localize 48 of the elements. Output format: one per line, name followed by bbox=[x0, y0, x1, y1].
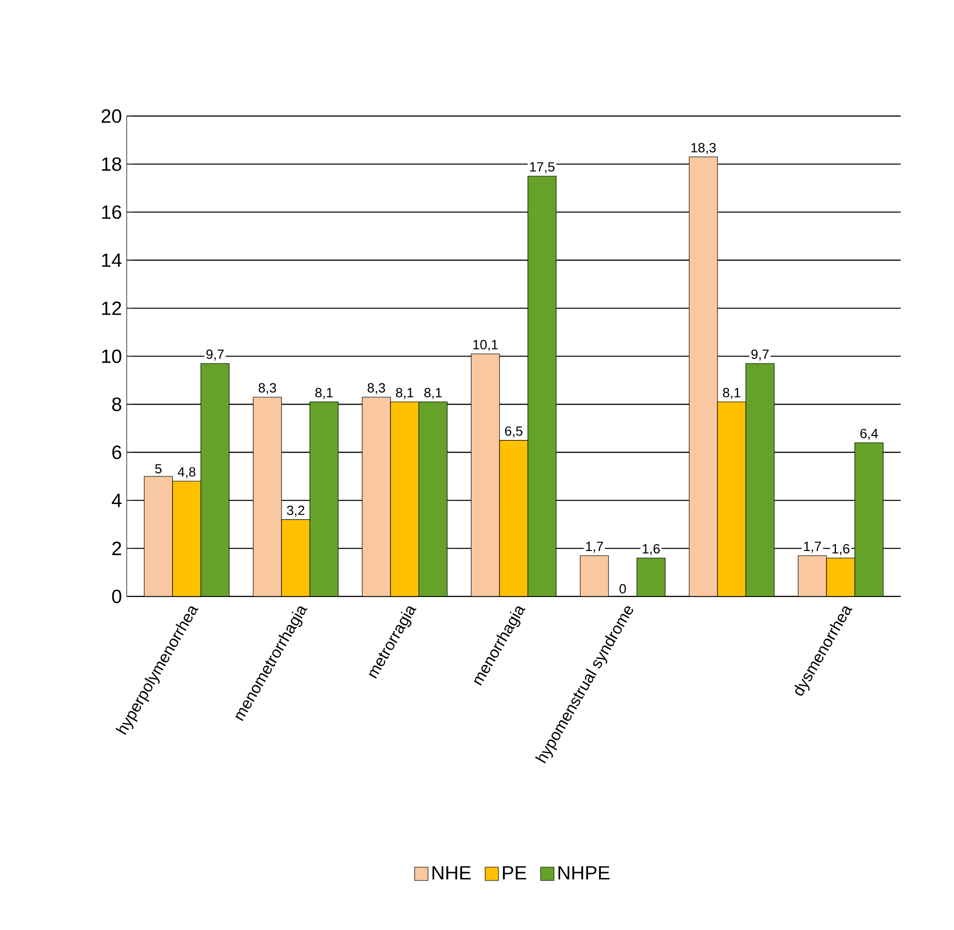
data-label: 8,1 bbox=[723, 388, 740, 399]
data-label: 17,5 bbox=[530, 162, 554, 174]
data-label: 8,1 bbox=[424, 388, 442, 399]
data-label: 10,1 bbox=[473, 340, 498, 351]
y-tick-label: 18 bbox=[102, 157, 122, 171]
data-label: 8,1 bbox=[396, 388, 414, 399]
y-tick-label: 0 bbox=[112, 590, 122, 604]
bar bbox=[362, 397, 391, 596]
y-tick-label: 10 bbox=[102, 349, 122, 364]
legend-label: PE bbox=[502, 866, 526, 880]
bar bbox=[144, 476, 173, 596]
data-label: 6,4 bbox=[860, 428, 878, 440]
y-tick-label: 2 bbox=[112, 542, 122, 556]
data-label: 5 bbox=[155, 464, 162, 474]
y-tick-label: 14 bbox=[102, 254, 122, 267]
data-label: 9,7 bbox=[206, 350, 224, 361]
data-label: 1,7 bbox=[586, 542, 603, 553]
bar bbox=[689, 156, 718, 596]
y-tick-label: 12 bbox=[102, 302, 122, 315]
bar bbox=[390, 402, 419, 596]
y-tick-label: 4 bbox=[112, 494, 122, 507]
data-label: 9,7 bbox=[751, 350, 769, 361]
y-tick-label: 6 bbox=[112, 446, 122, 460]
data-label: 0 bbox=[620, 584, 626, 594]
bar bbox=[282, 520, 310, 596]
bar bbox=[580, 556, 609, 596]
legend-label: NHPE bbox=[558, 866, 610, 880]
y-tick-label: 20 bbox=[102, 109, 122, 123]
data-label: 8,3 bbox=[258, 383, 276, 394]
y-tick-label: 8 bbox=[112, 397, 122, 412]
y-tick-label: 16 bbox=[102, 205, 122, 219]
data-label: 1,6 bbox=[642, 544, 660, 556]
data-label: 18,3 bbox=[691, 142, 716, 154]
bar bbox=[798, 555, 827, 596]
data-label: 4,8 bbox=[178, 467, 196, 478]
data-label: 3,2 bbox=[286, 506, 304, 517]
bar bbox=[500, 440, 528, 596]
data-label: 1,7 bbox=[804, 542, 821, 553]
bar bbox=[471, 354, 500, 596]
data-label: 8,3 bbox=[368, 383, 386, 394]
bar bbox=[718, 402, 746, 596]
bar bbox=[172, 481, 201, 596]
data-label: 6,5 bbox=[505, 426, 522, 438]
bar bbox=[826, 558, 856, 596]
data-label: 8,1 bbox=[315, 388, 333, 399]
legend-label: NHE bbox=[432, 866, 471, 880]
bar bbox=[253, 397, 282, 596]
data-label: 1,6 bbox=[832, 544, 850, 556]
